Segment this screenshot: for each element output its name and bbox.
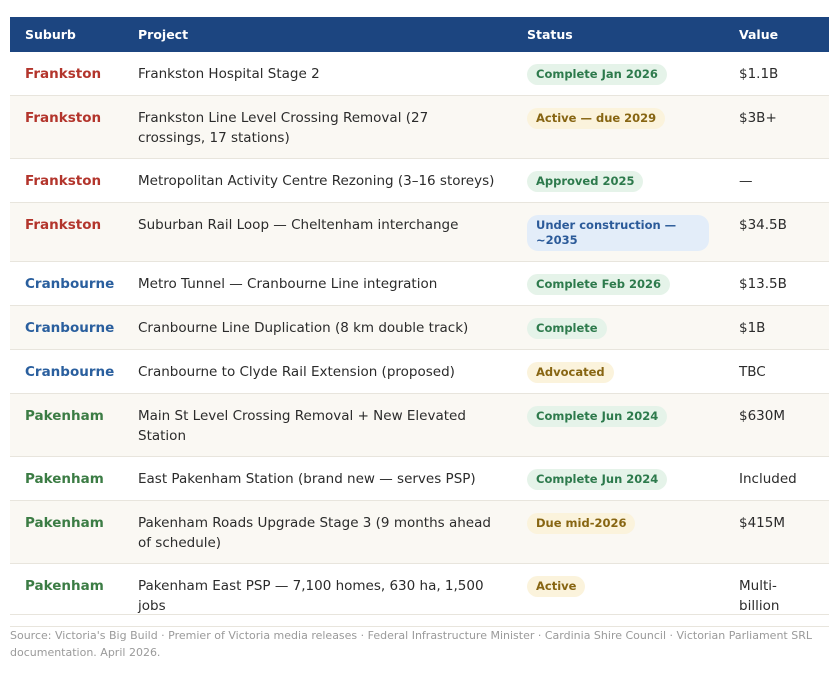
value-cell: $1.1B xyxy=(724,52,829,96)
project-cell: Metro Tunnel — Cranbourne Line integrati… xyxy=(123,261,512,306)
project-cell: Main St Level Crossing Removal + New Ele… xyxy=(123,393,512,457)
status-cell: Complete xyxy=(512,305,724,350)
status-cell: Active — due 2029 xyxy=(512,95,724,159)
suburb-cell: Pakenham xyxy=(10,500,123,564)
status-cell: Complete Feb 2026 xyxy=(512,261,724,306)
suburb-cell: Pakenham xyxy=(10,563,123,627)
value-cell: $415M xyxy=(724,500,829,564)
suburb-cell: Cranbourne xyxy=(10,261,123,306)
value-cell: — xyxy=(724,158,829,203)
project-cell: Metropolitan Activity Centre Rezoning (3… xyxy=(123,158,512,203)
status-cell: Approved 2025 xyxy=(512,158,724,203)
status-cell: Complete Jun 2024 xyxy=(512,456,724,501)
value-cell: Included xyxy=(724,456,829,501)
suburb-cell: Frankston xyxy=(10,158,123,203)
status-badge: Approved 2025 xyxy=(527,171,644,192)
value-cell: $34.5B xyxy=(724,202,829,262)
status-cell: Under construction — ~2035 xyxy=(512,202,724,262)
status-badge: Complete xyxy=(527,318,607,339)
status-badge: Complete Jun 2024 xyxy=(527,406,668,427)
table-row: Frankston Frankston Hospital Stage 2 Compl… xyxy=(10,52,829,96)
status-cell: Advocated xyxy=(512,349,724,394)
table-row: Pakenham East Pakenham Station (brand new… xyxy=(10,456,829,501)
suburb-cell: Frankston xyxy=(10,95,123,159)
source-note: Source: Victoria's Big Build · Premier o… xyxy=(10,614,829,661)
table-row: Frankston Suburban Rail Loop — Cheltenham… xyxy=(10,202,829,262)
value-cell: $13.5B xyxy=(724,261,829,306)
project-cell: Frankston Line Level Crossing Removal (2… xyxy=(123,95,512,159)
status-badge: Active — due 2029 xyxy=(527,108,666,129)
project-cell: Pakenham Roads Upgrade Stage 3 (9 months… xyxy=(123,500,512,564)
project-cell: East Pakenham Station (brand new — serve… xyxy=(123,456,512,501)
table-row: Frankston Metropolitan Activity Centre Re… xyxy=(10,158,829,203)
status-cell: Complete Jun 2024 xyxy=(512,393,724,457)
header-cell: Status xyxy=(512,17,724,52)
suburb-cell: Cranbourne xyxy=(10,305,123,350)
table-row: Pakenham Pakenham Roads Upgrade Stage 3 (… xyxy=(10,500,829,564)
value-cell: Multi-billion xyxy=(724,563,829,627)
projects-table: Suburb Project Status Value Frankston Fra… xyxy=(10,17,829,627)
project-cell: Pakenham East PSP — 7,100 homes, 630 ha,… xyxy=(123,563,512,627)
status-badge: Due mid-2026 xyxy=(527,513,636,534)
header-row: Suburb Project Status Value xyxy=(10,17,829,52)
table-row: Pakenham Main St Level Crossing Removal +… xyxy=(10,393,829,457)
status-cell: Complete Jan 2026 xyxy=(512,52,724,96)
table-row: Cranbourne Cranbourne to Clyde Rail Exten… xyxy=(10,349,829,394)
suburb-cell: Pakenham xyxy=(10,456,123,501)
value-cell: $1B xyxy=(724,305,829,350)
value-cell: $3B+ xyxy=(724,95,829,159)
status-badge: Complete Feb 2026 xyxy=(527,274,671,295)
status-badge: Complete Jun 2024 xyxy=(527,469,668,490)
table-row: Cranbourne Cranbourne Line Duplication (8… xyxy=(10,305,829,350)
suburb-cell: Cranbourne xyxy=(10,349,123,394)
status-cell: Due mid-2026 xyxy=(512,500,724,564)
header-cell: Project xyxy=(123,17,512,52)
project-cell: Cranbourne to Clyde Rail Extension (prop… xyxy=(123,349,512,394)
table-row: Pakenham Pakenham East PSP — 7,100 homes,… xyxy=(10,563,829,627)
value-cell: $630M xyxy=(724,393,829,457)
suburb-cell: Frankston xyxy=(10,52,123,96)
table-container: Suburb Project Status Value Frankston Fra… xyxy=(10,17,829,627)
status-badge: Under construction — ~2035 xyxy=(527,215,709,251)
project-cell: Cranbourne Line Duplication (8 km double… xyxy=(123,305,512,350)
header-cell: Suburb xyxy=(10,17,123,52)
status-badge: Active xyxy=(527,576,586,597)
value-cell: TBC xyxy=(724,349,829,394)
status-badge: Advocated xyxy=(527,362,614,383)
status-cell: Active xyxy=(512,563,724,627)
project-cell: Frankston Hospital Stage 2 xyxy=(123,52,512,96)
suburb-cell: Frankston xyxy=(10,202,123,262)
table-body: Frankston Frankston Hospital Stage 2 Compl… xyxy=(10,52,829,627)
table-row: Cranbourne Metro Tunnel — Cranbourne Line… xyxy=(10,261,829,306)
header-cell: Value xyxy=(724,17,829,52)
table-row: Frankston Frankston Line Level Crossing R… xyxy=(10,95,829,159)
project-cell: Suburban Rail Loop — Cheltenham intercha… xyxy=(123,202,512,262)
status-badge: Complete Jan 2026 xyxy=(527,64,667,85)
suburb-cell: Pakenham xyxy=(10,393,123,457)
